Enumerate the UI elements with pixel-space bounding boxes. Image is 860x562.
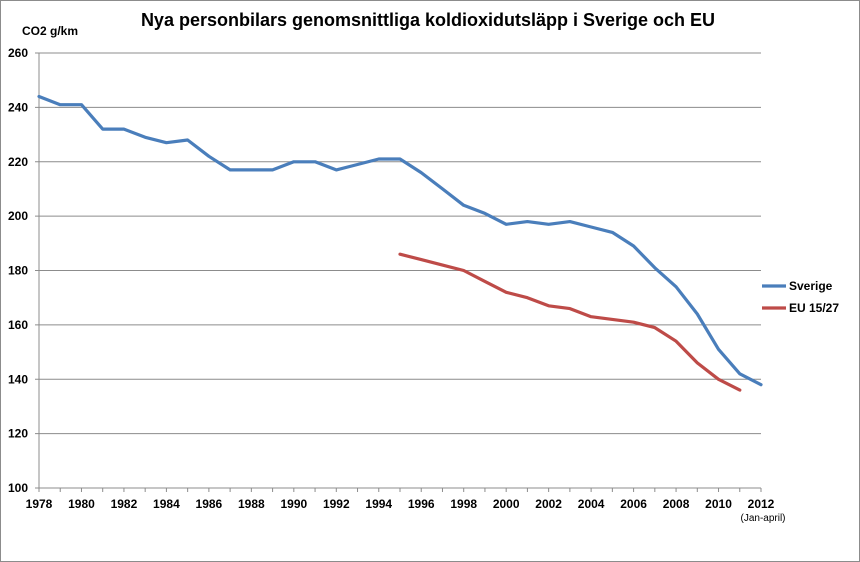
data-point <box>462 204 465 207</box>
data-point <box>250 168 253 171</box>
data-point <box>505 291 508 294</box>
x-tick-label: 1992 <box>323 497 350 511</box>
data-point <box>165 141 168 144</box>
data-point <box>441 264 444 267</box>
data-point <box>590 315 593 318</box>
data-point <box>441 187 444 190</box>
x-tick-label: 1978 <box>26 497 53 511</box>
legend: Sverige EU 15/27 <box>762 279 839 315</box>
y-tick-label: 240 <box>8 100 28 114</box>
data-point <box>568 220 571 223</box>
x-tick-label: 1988 <box>238 497 265 511</box>
x-tick-label: 2000 <box>493 497 520 511</box>
x-tick-label: 1990 <box>280 497 307 511</box>
y-tick-label: 200 <box>8 209 28 223</box>
data-point <box>547 223 550 226</box>
data-point <box>611 231 614 234</box>
data-point <box>80 103 83 106</box>
y-tick-label: 100 <box>8 481 28 495</box>
legend-item: EU 15/27 <box>762 301 839 315</box>
data-point <box>399 158 402 161</box>
y-tick-label: 220 <box>8 155 28 169</box>
data-point <box>271 168 274 171</box>
data-point <box>675 340 678 343</box>
data-point <box>420 171 423 174</box>
x-tick-label: 2010 <box>705 497 732 511</box>
data-point <box>632 245 635 248</box>
data-point <box>399 253 402 256</box>
y-tick-labels: 100 120 140 160 180 200 220 240 260 <box>8 46 39 495</box>
y-axis-unit: CO2 g/km <box>22 24 78 38</box>
data-point <box>653 266 656 269</box>
x-tick-label: 1994 <box>365 497 392 511</box>
x-tick-label: 1996 <box>408 497 435 511</box>
data-point <box>292 160 295 163</box>
x-tick-label: 2012 <box>748 497 775 511</box>
data-point <box>547 304 550 307</box>
x-tick-label: 2006 <box>620 497 647 511</box>
legend-item: Sverige <box>762 279 833 293</box>
data-point <box>335 168 338 171</box>
legend-label: EU 15/27 <box>789 301 839 315</box>
data-point <box>101 128 104 131</box>
data-point <box>420 258 423 261</box>
data-point <box>59 103 62 106</box>
data-point <box>207 155 210 158</box>
data-point <box>568 307 571 310</box>
data-point <box>526 220 529 223</box>
x-tick-label: 1986 <box>196 497 223 511</box>
data-point <box>696 313 699 316</box>
x-tick-label: 1982 <box>111 497 138 511</box>
data-point <box>760 383 763 386</box>
chart-title: Nya personbilars genomsnittliga koldioxi… <box>141 10 715 30</box>
gridlines <box>39 52 761 435</box>
data-point <box>675 285 678 288</box>
y-tick-label: 180 <box>8 264 28 278</box>
data-point <box>526 296 529 299</box>
x-tick-label: 2002 <box>535 497 562 511</box>
data-point <box>356 163 359 166</box>
data-point <box>738 389 741 392</box>
data-point <box>186 139 189 142</box>
series-line-0 <box>37 94 763 387</box>
x-tick-label: 2004 <box>578 497 605 511</box>
y-tick-label: 260 <box>8 46 28 60</box>
data-point <box>505 223 508 226</box>
data-point <box>738 372 741 375</box>
data-point <box>590 226 593 229</box>
data-point <box>717 378 720 381</box>
x-tick-label: 2008 <box>663 497 690 511</box>
y-tick-label: 160 <box>8 318 28 332</box>
data-point <box>314 160 317 163</box>
data-point <box>632 321 635 324</box>
data-point <box>38 95 41 98</box>
data-point <box>717 348 720 351</box>
series-line-1 <box>398 252 742 392</box>
data-point <box>653 326 656 329</box>
data-point <box>229 168 232 171</box>
y-tick-label: 120 <box>8 427 28 441</box>
data-point <box>144 136 147 139</box>
data-point <box>611 318 614 321</box>
axes <box>38 53 762 492</box>
data-point <box>696 361 699 364</box>
x-axis-note: (Jan-april) <box>740 513 785 524</box>
data-point <box>122 128 125 131</box>
x-tick-label: 1980 <box>68 497 95 511</box>
data-point <box>483 212 486 215</box>
data-point <box>462 269 465 272</box>
series-lines <box>37 94 763 392</box>
data-point <box>483 280 486 283</box>
x-tick-labels: 1978 1980 1982 1984 1986 1988 1990 1992 1994 1996… <box>26 497 775 511</box>
data-point <box>377 158 380 161</box>
y-tick-label: 140 <box>8 372 28 386</box>
x-tick-label: 1998 <box>450 497 477 511</box>
legend-label: Sverige <box>789 279 833 293</box>
x-tick-label: 1984 <box>153 497 180 511</box>
